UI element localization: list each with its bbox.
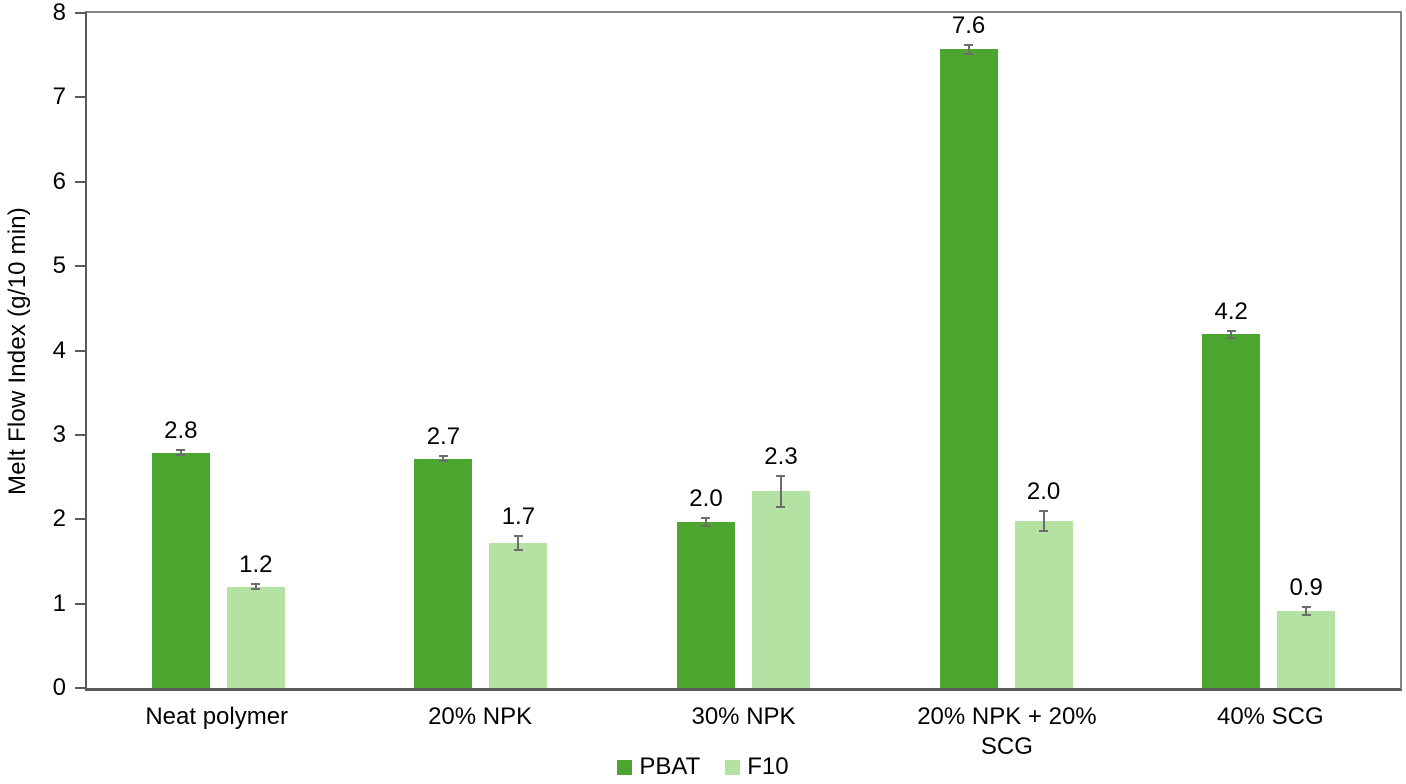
bar-value-label: 0.9: [1289, 574, 1323, 601]
y-axis-tick-label: 0: [52, 674, 66, 701]
x-axis-category-label: 20% NPK: [428, 703, 533, 730]
error-bar: [779, 476, 782, 507]
bar-group: 2.8 1.2: [87, 13, 350, 688]
bar-value-label: 4.2: [1214, 298, 1248, 326]
legend-swatch-pbat: [617, 759, 633, 775]
error-bar: [179, 450, 182, 456]
x-axis-category-label: 30% NPK: [691, 703, 796, 730]
x-axis-category-cell: 20% NPK: [348, 702, 611, 762]
y-axis-tick: [75, 602, 85, 605]
error-bar-cap: [251, 583, 261, 586]
y-axis-tick-label: 6: [52, 167, 66, 195]
y-axis-tick: [75, 12, 85, 14]
error-bar-cap: [1226, 336, 1236, 339]
bar-value-label: 2.7: [426, 422, 461, 450]
error-bar-cap: [776, 505, 786, 508]
y-axis-tick-label: 3: [52, 420, 66, 448]
error-bar: [442, 455, 445, 462]
error-bar: [967, 45, 970, 54]
error-bar-cap: [964, 44, 974, 47]
error-bar-cap: [1301, 614, 1311, 617]
y-axis-tick: [75, 687, 85, 689]
legend-item-pbat: PBAT: [617, 753, 700, 781]
y-axis-tick: [75, 180, 85, 183]
f10-bar: 0.9: [1277, 574, 1336, 688]
y-axis-tick: [75, 96, 85, 99]
legend-label: PBAT: [639, 753, 701, 780]
f10-bar: 1.7: [489, 503, 548, 688]
bar-value-label: 1.7: [501, 503, 536, 531]
bar-groups: 2.8 1.2 2.7 1.7 2.0 2.3 7.6 2.0 4.2 0.9: [87, 12, 1400, 688]
bar-group: 7.6 2.0: [875, 12, 1138, 688]
x-axis-category-cell: 40% SCG: [1139, 702, 1402, 762]
error-bar: [704, 517, 707, 526]
error-bar-cap: [1301, 606, 1311, 608]
legend-item-f10: F10: [725, 753, 789, 781]
error-bar-cap: [701, 516, 711, 519]
error-bar-cap: [776, 475, 786, 478]
y-axis-tick-label: 5: [52, 252, 66, 280]
error-bar-cap: [701, 525, 711, 527]
y-axis-tick-label: 2: [52, 505, 66, 533]
bar-value-label: 2.0: [689, 484, 723, 512]
legend: PBAT F10: [0, 753, 1406, 781]
y-axis-tick: [75, 433, 85, 436]
bar-group: 4.2 0.9: [1137, 13, 1400, 688]
error-bar: [1230, 331, 1233, 338]
x-axis-category-cell: 30% NPK: [612, 702, 875, 762]
bar-value-label: 1.2: [239, 551, 273, 579]
error-bar-cap: [964, 52, 974, 55]
error-bar-cap: [1039, 509, 1049, 512]
pbat-bar: 2.8: [151, 417, 210, 688]
bar-group: 2.0 2.3: [612, 13, 875, 688]
pbat-bar: 2.7: [414, 423, 473, 688]
bar-value-label: 2.8: [164, 417, 198, 445]
error-bar: [1305, 607, 1308, 616]
y-axis-tick-label: 1: [52, 589, 66, 617]
error-bar-cap: [1226, 330, 1236, 333]
error-bar-cap: [438, 454, 448, 457]
error-bar-cap: [1039, 530, 1049, 533]
y-axis-tick: [75, 265, 85, 268]
pbat-bar: 2.0: [676, 485, 735, 688]
y-axis-tick: [75, 518, 85, 521]
error-bar-cap: [176, 454, 186, 457]
pbat-bar: 4.2: [1202, 298, 1261, 688]
error-bar-cap: [251, 588, 261, 591]
error-bar: [517, 536, 520, 550]
x-axis-category-label: 20% NPK + 20% SCG: [917, 703, 1097, 760]
bar-value-label: 7.6: [951, 12, 986, 40]
error-bar: [1042, 510, 1045, 532]
error-bar-cap: [438, 460, 448, 463]
x-axis-category-cell: 20% NPK + 20% SCG: [875, 702, 1138, 762]
error-bar-cap: [513, 535, 523, 538]
bar-value-label: 2.0: [1026, 477, 1061, 505]
error-bar-cap: [513, 548, 523, 551]
error-bar: [254, 584, 257, 590]
f10-bar: 2.0: [1014, 478, 1073, 688]
f10-bar: 1.2: [226, 551, 285, 688]
legend-label: F10: [747, 753, 789, 780]
bar-value-label: 2.3: [764, 443, 798, 471]
y-axis-tick-label: 7: [52, 83, 66, 111]
y-axis-tick-label: 8: [52, 0, 66, 26]
x-axis-category-cell: Neat polymer: [85, 702, 348, 762]
y-axis-tick: [75, 349, 85, 352]
legend-swatch-f10: [725, 759, 741, 775]
pbat-bar: 7.6: [939, 12, 998, 688]
x-axis-category-label: 40% SCG: [1216, 703, 1324, 730]
f10-bar: 2.3: [751, 443, 810, 688]
plot-area: 2.8 1.2 2.7 1.7 2.0 2.3 7.6 2.0 4.2 0.9: [85, 11, 1402, 691]
x-axis-category-label: Neat polymer: [145, 703, 289, 730]
y-axis-tick-label: 4: [52, 336, 66, 364]
bar-group: 2.7 1.7: [350, 13, 613, 688]
x-axis: Neat polymer 20% NPK 30% NPK 20% NPK + 20% …: [85, 702, 1402, 762]
error-bar-cap: [176, 449, 186, 452]
